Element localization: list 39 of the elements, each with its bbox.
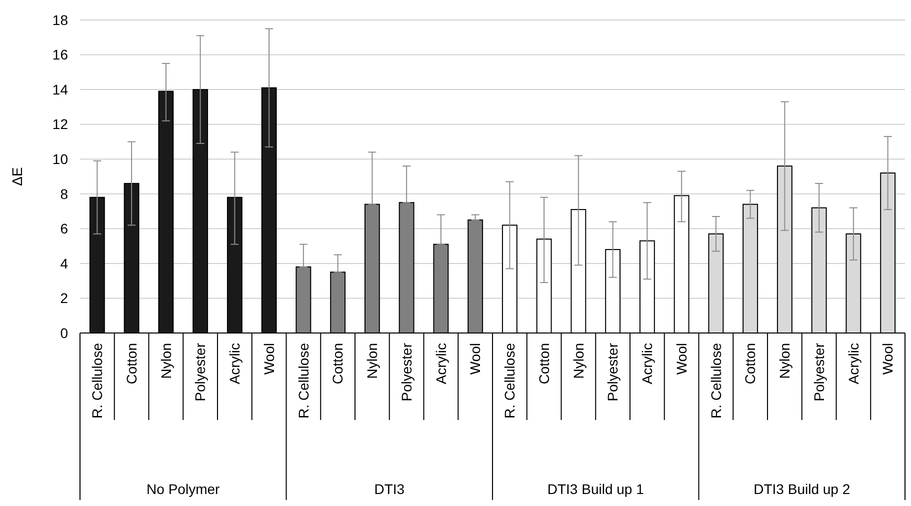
x-tick-label: Nylon <box>364 343 380 379</box>
y-tick-label: 8 <box>60 186 68 202</box>
text: DTI3 Build up 1 <box>547 481 644 497</box>
x-tick-label: R. Cellulose <box>89 342 106 418</box>
x-tick-label: Cotton <box>123 343 140 384</box>
x-tick-label: Nylon <box>570 343 586 379</box>
y-axis-title: ΔE <box>9 167 25 186</box>
x-tick-label: Nylon <box>158 343 174 379</box>
y-tick-label: 4 <box>60 255 68 272</box>
text: DTI3 Build up 2 <box>754 481 850 497</box>
x-tick-label: Polyester <box>810 342 827 402</box>
y-tick-label: 16 <box>52 46 68 63</box>
x-tick-label: Polyester <box>192 342 208 402</box>
y-tick-label: 18 <box>52 12 68 28</box>
x-tick-label: R. Cellulose <box>502 342 518 418</box>
x-tick-label: Polyester <box>398 342 414 402</box>
x-tick-label: Cotton <box>742 343 758 384</box>
x-tick-label: Wool <box>467 343 484 375</box>
y-tick-label: 14 <box>52 81 68 98</box>
y-tick-label: 12 <box>52 116 68 132</box>
text: DTI3 <box>374 481 405 497</box>
text: No Polymer <box>146 481 220 497</box>
x-tick-label: Wool <box>673 343 690 375</box>
x-tick-label: Polyester <box>604 342 621 402</box>
x-tick-label: Acrylic <box>845 343 862 384</box>
x-tick-label: Acrylic <box>226 343 243 384</box>
x-tick-label: R. Cellulose <box>295 342 312 418</box>
x-tick-label: Acrylic <box>432 343 449 384</box>
x-tick-label: Acrylic <box>639 343 656 384</box>
y-tick-label: 10 <box>52 151 68 168</box>
x-tick-label: Cotton <box>330 343 346 384</box>
x-tick-label: Nylon <box>776 343 793 379</box>
y-tick-label: 2 <box>60 290 68 306</box>
x-tick-label: Wool <box>260 343 277 375</box>
x-tick-label: Cotton <box>536 343 552 384</box>
y-tick-label: 6 <box>60 220 68 237</box>
x-tick-label: Wool <box>880 343 896 375</box>
y-tick-label: 0 <box>60 324 68 341</box>
x-tick-label: R. Cellulose <box>708 342 724 418</box>
